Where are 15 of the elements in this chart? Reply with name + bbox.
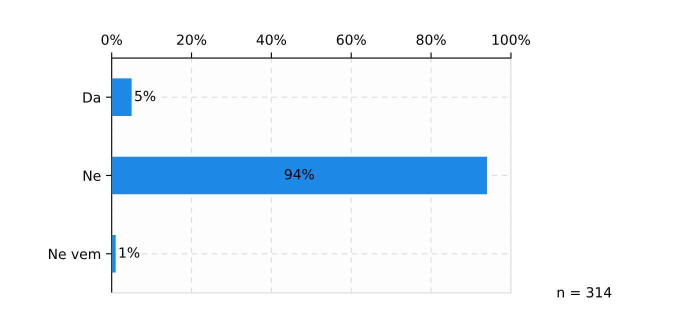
data-label: 5%	[135, 90, 156, 102]
x-tick-label: 0%	[102, 34, 122, 45]
y-tick-label: Da	[83, 92, 100, 103]
x-tick-label: 60%	[336, 34, 366, 45]
text: n = 314	[558, 287, 612, 298]
bar	[112, 78, 132, 116]
x-tick-label: 100%	[492, 34, 530, 45]
bar	[112, 156, 487, 194]
data-label: 1%	[120, 247, 140, 258]
x-tick-label: 20%	[177, 34, 206, 45]
y-tick-label: Ne vem	[48, 248, 100, 260]
data-label: 94%	[284, 169, 314, 180]
y-tick-label: Ne	[84, 170, 101, 181]
x-tick-label: 80%	[416, 34, 446, 45]
x-tick-label: 40%	[256, 34, 286, 45]
